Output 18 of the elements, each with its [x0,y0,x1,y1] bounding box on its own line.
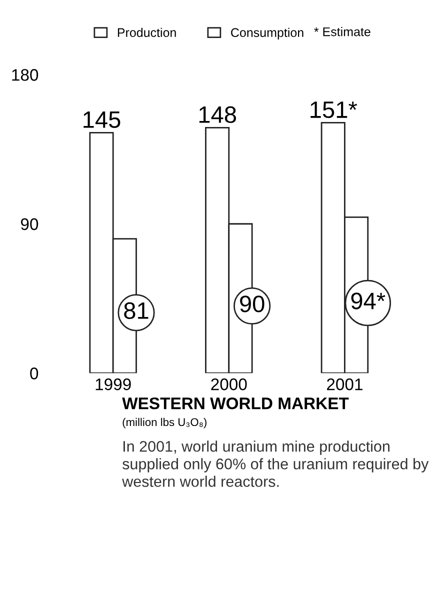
x-tick-label: 2000 [211,378,247,390]
y-tick-label: 90 [20,218,38,230]
y-tick-label: 0 [30,368,38,380]
data-label: 145 [84,112,120,128]
data-label: 151* [310,102,358,118]
data-label: 94* [351,292,386,310]
text: WESTERN WORLD MARKET [122,397,349,410]
y-tick-label: 180 [12,69,38,81]
text: (million lbs U₃O₈) [122,418,206,428]
legend-label: Consumption [231,28,304,40]
data-label: 81 [124,302,148,320]
data-label: 90 [240,296,264,312]
text: * Estimate [314,27,370,36]
legend-label: Production [118,28,176,38]
text: In 2001, world uranium mine production supplied only 60% of the uranium required by western world reactors. [122,440,429,487]
data-label: 148 [199,106,236,124]
x-tick-label: 1999 [96,378,131,390]
x-tick-label: 2001 [327,378,362,390]
